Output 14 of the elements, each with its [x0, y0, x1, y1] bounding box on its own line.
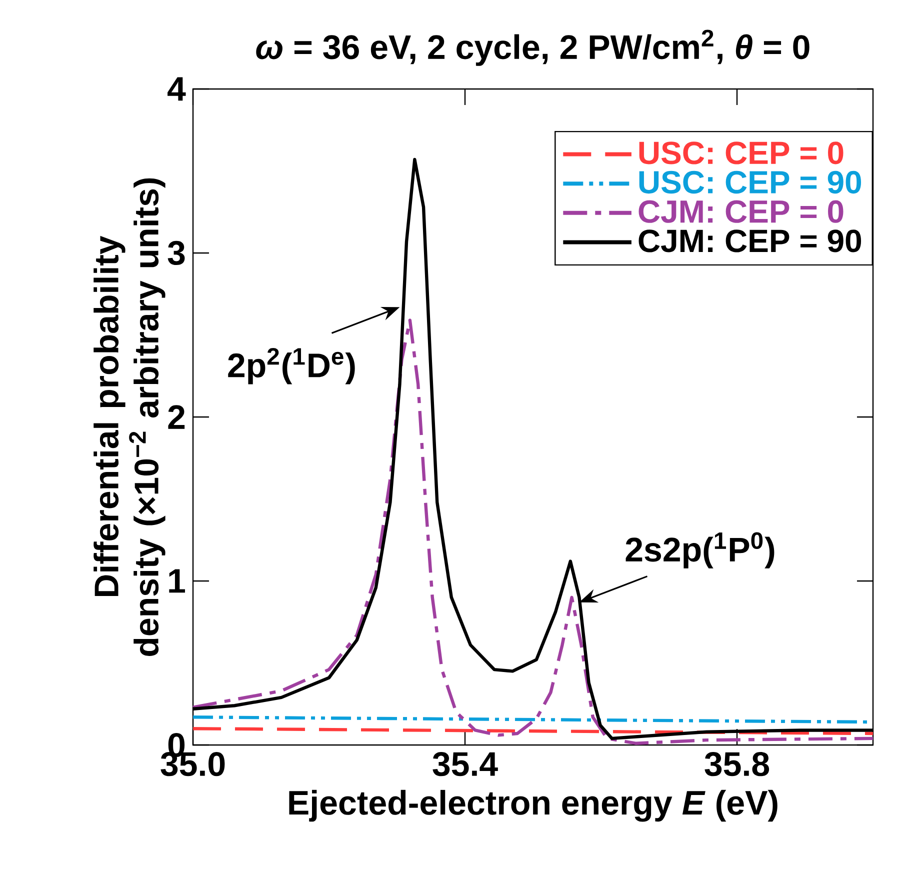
legend-label: USC: CEP = 90	[639, 170, 862, 194]
y-tick-label: 1	[169, 569, 186, 593]
chart-title: ω = 36 eV, 2 cycle, 2 PW/cm$^{2}$, θ = 0	[256, 30, 810, 66]
legend-label: CJM: CEP = 0	[638, 200, 844, 223]
y-tick-label: 3	[168, 240, 185, 266]
annotation: 2s2p($^{1}$P$^{0}$)	[626, 532, 774, 568]
legend-label: CJM: CEP = 90	[638, 230, 862, 252]
x-tick-label: 35.8	[704, 752, 770, 776]
x-tick-label: 35.4	[432, 752, 498, 776]
legend-label: USC: CEP = 0	[639, 142, 844, 164]
y-tick-label: 2	[168, 405, 185, 429]
y-tick-label: 4	[168, 77, 186, 101]
x-axis-title: Ejected-electron energy E (eV)	[289, 790, 778, 822]
annotation: 2p$^{2}$($^{1}$D$^{e}$)	[228, 348, 355, 384]
